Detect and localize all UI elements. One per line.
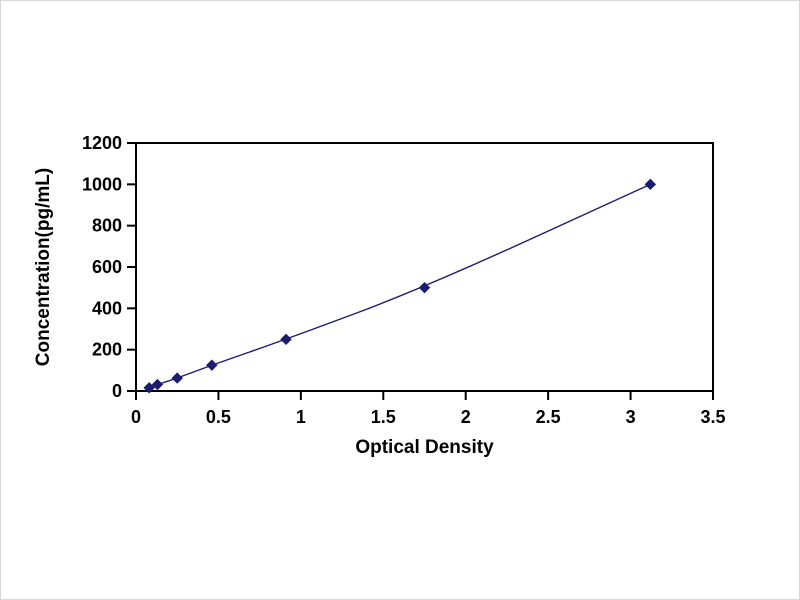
data-point-marker bbox=[206, 359, 218, 371]
x-tick-label: 2.5 bbox=[536, 407, 561, 427]
x-tick-label: 3 bbox=[626, 407, 636, 427]
x-tick-label: 1.5 bbox=[371, 407, 396, 427]
data-point-marker bbox=[418, 281, 431, 294]
y-tick-label: 800 bbox=[92, 216, 122, 236]
data-point-marker bbox=[280, 333, 292, 346]
y-tick-label: 200 bbox=[92, 340, 122, 360]
y-tick-label: 1200 bbox=[82, 133, 122, 153]
y-tick-label: 400 bbox=[92, 298, 122, 318]
x-tick-label: 0 bbox=[131, 407, 141, 427]
data-point-marker bbox=[151, 378, 164, 391]
y-tick-label: 0 bbox=[112, 381, 122, 401]
x-tick-label: 2 bbox=[461, 407, 471, 427]
y-tick-label: 600 bbox=[92, 257, 122, 277]
data-point-marker bbox=[644, 178, 657, 191]
data-point-marker bbox=[143, 382, 155, 394]
x-axis-label: Optical Density bbox=[355, 437, 494, 458]
x-tick-label: 1 bbox=[296, 407, 306, 427]
x-tick-label: 0.5 bbox=[206, 407, 231, 427]
x-tick-label: 3.5 bbox=[700, 407, 725, 427]
y-axis-label: Concentration(pg/mL) bbox=[33, 168, 54, 366]
data-point-marker bbox=[171, 372, 183, 384]
plot-area-border bbox=[135, 142, 714, 392]
y-tick-label: 1000 bbox=[82, 174, 122, 194]
